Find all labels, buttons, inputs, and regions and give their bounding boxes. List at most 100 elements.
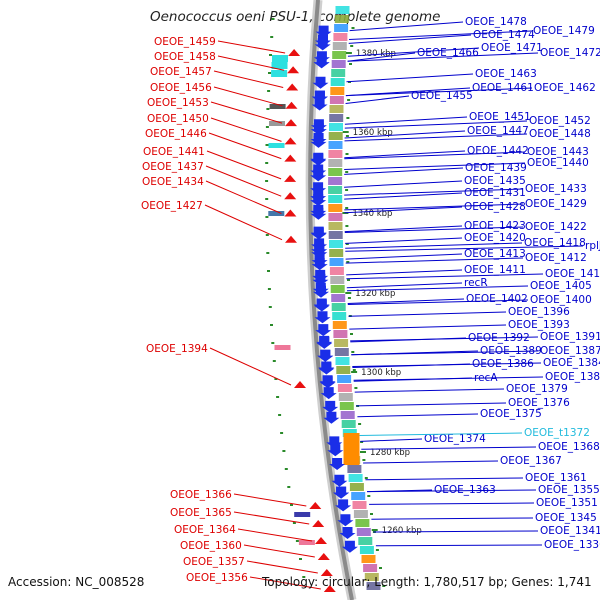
- forward-leader-line: [361, 446, 537, 450]
- gene-block: [359, 546, 374, 554]
- gene-label-oeoe-1423: OEOE_1423: [464, 220, 526, 232]
- gene-block: [329, 240, 343, 248]
- gene-block: [353, 510, 368, 518]
- gc-dot: [345, 153, 349, 155]
- forward-gene-arrow: [313, 285, 329, 298]
- gene-block: [333, 33, 348, 41]
- forward-leader-line: [373, 530, 539, 533]
- gene-block: [328, 141, 343, 149]
- genome-title: Oenococcus oeni PSU-1, complete genome: [150, 9, 441, 25]
- gc-dot: [267, 90, 271, 92]
- gene-label-oeoe-1431: OEOE_1431: [464, 187, 526, 199]
- forward-gene-arrow: [322, 400, 339, 413]
- gc-dot: [379, 567, 382, 569]
- gc-dot: [280, 432, 284, 434]
- forward-leader-line: [363, 460, 499, 464]
- gene-label-oeoe-1380: OEOE_1380: [545, 371, 600, 383]
- reverse-gene-arrow: [284, 174, 297, 182]
- gene-label-oeoe-1345: OEOE_1345: [535, 512, 597, 524]
- gene-block: [335, 6, 350, 14]
- forward-leader-line: [345, 253, 463, 260]
- gene-block: [334, 15, 349, 23]
- gene-label-oeoe-1393: OEOE_1393: [508, 319, 570, 331]
- gene-label-oeoe-1448: OEOE_1448: [529, 128, 591, 140]
- forward-gene-arrow: [310, 135, 327, 148]
- gc-dot: [268, 72, 271, 74]
- forward-strand-features: OEOE_1478OEOE_1479OEOE_1474OEOE_1471OEOE…: [310, 16, 600, 553]
- gene-label-recr: recR: [464, 277, 488, 289]
- gene-label-oeoe-1427: OEOE_1427: [141, 200, 203, 212]
- reverse-leader-line: [217, 55, 285, 71]
- reverse-gene-arrow: [284, 209, 297, 217]
- forward-gene-arrow: [313, 56, 330, 69]
- gene-block: [335, 357, 350, 365]
- gc-dot: [265, 198, 269, 200]
- forward-gene-arrow: [319, 375, 336, 388]
- forward-gene-arrow: [314, 311, 331, 324]
- reverse-gene-arrow: [294, 381, 306, 388]
- forward-leader-line: [345, 87, 533, 97]
- gene-label-oeoe-1355: OEOE_1355: [538, 484, 600, 496]
- gene-block: [268, 143, 285, 148]
- gc-dot: [276, 396, 280, 398]
- forward-leader-line: [375, 544, 543, 547]
- forward-gene-arrow: [331, 474, 348, 487]
- gene-block: [332, 312, 347, 320]
- forward-leader-line: [344, 206, 463, 214]
- gene-label-oeoe-1400: OEOE_1400: [530, 294, 592, 306]
- gc-dot: [292, 522, 296, 524]
- reverse-leader-line: [208, 132, 282, 160]
- gene-block: [366, 582, 381, 590]
- reverse-gene-arrow: [285, 101, 298, 109]
- gene-block: [349, 483, 364, 491]
- gene-label-oeoe-1474: OEOE_1474: [473, 29, 535, 41]
- gene-block: [336, 366, 351, 374]
- gc-dot: [271, 342, 275, 344]
- gene-label-oeoe-1387: OEOE_1387: [540, 345, 600, 357]
- gene-block: [339, 402, 354, 410]
- gc-dot: [370, 513, 373, 515]
- reverse-strand-features: OEOE_1459 OEOE_1458 OEOE_1457 OEOE_1456 OEOE…: [141, 36, 336, 592]
- forward-gene-arrow: [335, 499, 352, 512]
- reverse-gene-arrow: [312, 520, 325, 527]
- gene-block: [268, 211, 285, 216]
- gc-dot: [268, 306, 272, 308]
- forward-leader-line: [344, 116, 468, 125]
- forward-leader-line: [347, 299, 529, 305]
- gene-label-oeoe-1458: OEOE_1458: [154, 51, 216, 63]
- forward-leader-line: [348, 311, 507, 317]
- gene-block: [338, 393, 353, 401]
- forward-gene-arrow: [310, 123, 327, 136]
- gene-label-oeoe-t1372: OEOE_t1372: [524, 427, 590, 439]
- gc-dot: [266, 252, 270, 254]
- forward-gene-arrow: [318, 361, 335, 374]
- gene-block: [334, 24, 349, 32]
- forward-leader-line: [349, 324, 507, 330]
- gene-label-oeoe-1410: OEOE_1410: [545, 268, 600, 280]
- gene-block: [328, 195, 343, 203]
- gene-label-oeoe-1429: OEOE_1429: [525, 198, 587, 210]
- gene-label-oeoe-1363: OEOE_1363: [434, 484, 496, 496]
- gc-dot: [270, 36, 274, 38]
- reverse-leader-line: [213, 86, 283, 107]
- gene-block: [330, 285, 345, 293]
- gc-dot: [278, 414, 282, 416]
- gene-label-oeoe-1360: OEOE_1360: [180, 540, 242, 552]
- forward-gene-arrow: [313, 299, 330, 312]
- gc-dot: [345, 135, 349, 137]
- gc-dot: [347, 297, 351, 299]
- gene-label-oeoe-1428: OEOE_1428: [464, 201, 526, 213]
- gene-label-oeoe-1478: OEOE_1478: [465, 16, 527, 28]
- forward-gene-arrow: [341, 540, 358, 553]
- reverse-gene-arrow: [309, 502, 322, 509]
- gene-block: [294, 512, 311, 517]
- forward-leader-line: [346, 282, 463, 289]
- gene-block: [329, 96, 344, 104]
- gc-dot: [265, 144, 269, 146]
- forward-leader-line: [349, 21, 464, 32]
- gene-block: [328, 204, 343, 212]
- gene-label-oeoe-1457: OEOE_1457: [150, 66, 212, 78]
- reverse-gene-arrow: [284, 137, 297, 145]
- gene-block: [364, 573, 379, 581]
- gene-block: [329, 105, 344, 113]
